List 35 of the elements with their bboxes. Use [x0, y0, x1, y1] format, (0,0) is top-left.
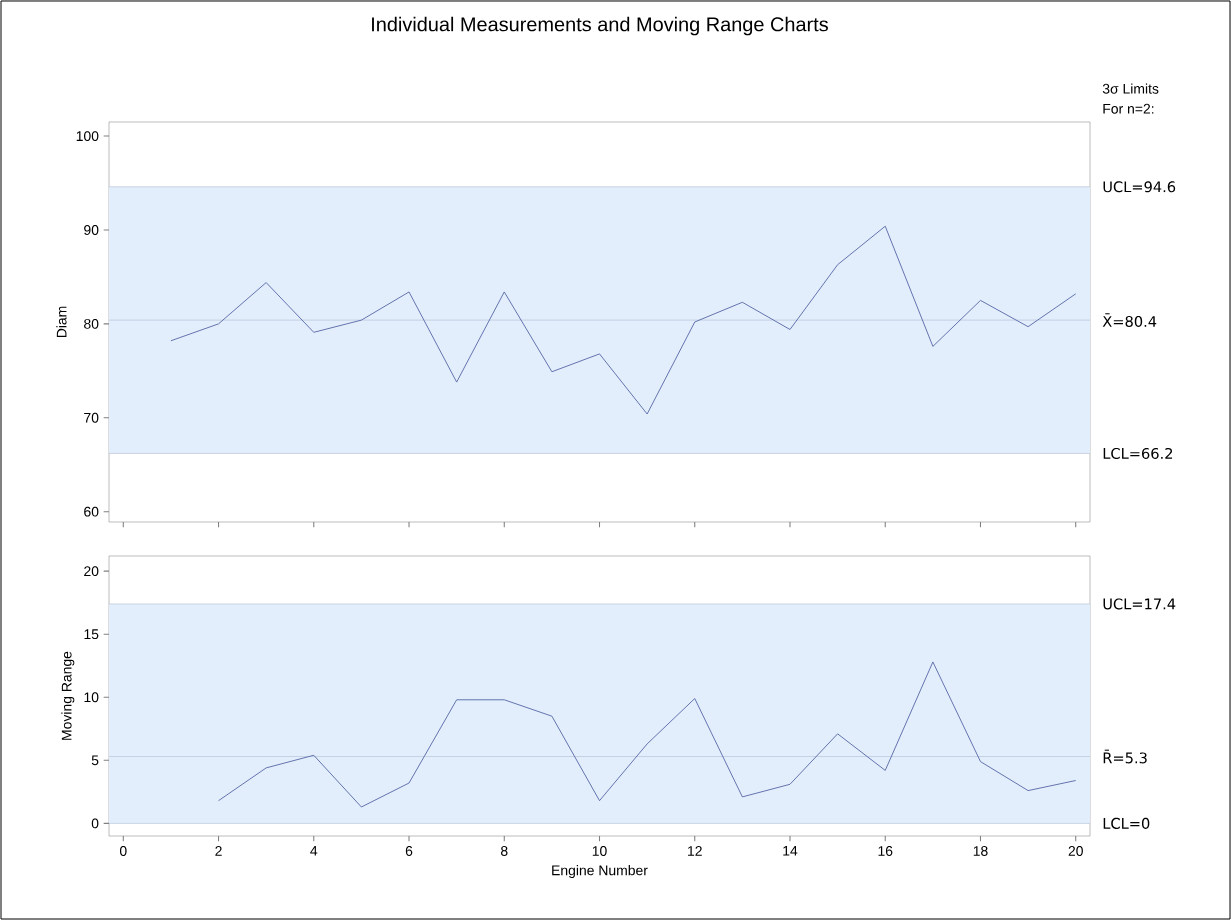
y-tick-label: 15 [84, 629, 99, 640]
ref-line-label: UCL=17.4 [1103, 598, 1176, 610]
y-tick-label: 5 [91, 755, 99, 766]
line-series [170, 225, 1077, 415]
x-tick-label: 14 [783, 846, 798, 856]
x-tick-label: 0 [119, 846, 127, 856]
ref-line-label: LCL=0 [1103, 817, 1150, 829]
ref-line-label: X̄=80.4 [1102, 313, 1157, 327]
y-tick-label: 70 [84, 412, 99, 423]
x-tick-label: 10 [592, 846, 607, 856]
chart-title: Individual Measurements and Moving Range Charts [372, 16, 828, 36]
y-axis-title: Diam [56, 306, 67, 338]
y-tick-label: 100 [76, 131, 99, 142]
x-tick-label: 16 [878, 846, 893, 856]
x-tick-label: 6 [405, 846, 413, 856]
y-tick-label: 20 [84, 566, 99, 577]
ref-line-label: UCL=94.6 [1103, 181, 1176, 193]
text: 3σ Limits [1102, 83, 1159, 94]
x-axis-title: Engine Number [552, 865, 648, 879]
y-tick-label: 60 [84, 506, 99, 517]
x-tick-label: 18 [973, 846, 988, 856]
text: For n=2: [1103, 103, 1154, 114]
x-tick-label: 4 [310, 846, 318, 856]
x-tick-label: 12 [688, 846, 702, 856]
y-tick-label: 90 [84, 225, 99, 235]
y-tick-label: 80 [84, 318, 99, 329]
y-axis-title: Moving Range [61, 651, 75, 740]
x-tick-label: 8 [500, 846, 508, 856]
ref-line-label: R̄=5.3 [1103, 749, 1147, 764]
ref-line-label: LCL=66.2 [1103, 447, 1173, 459]
line-series [218, 661, 1077, 808]
x-tick-label: 20 [1068, 846, 1083, 856]
x-tick-label: 2 [215, 846, 222, 856]
y-tick-label: 0 [91, 818, 99, 829]
y-tick-label: 10 [84, 692, 99, 703]
